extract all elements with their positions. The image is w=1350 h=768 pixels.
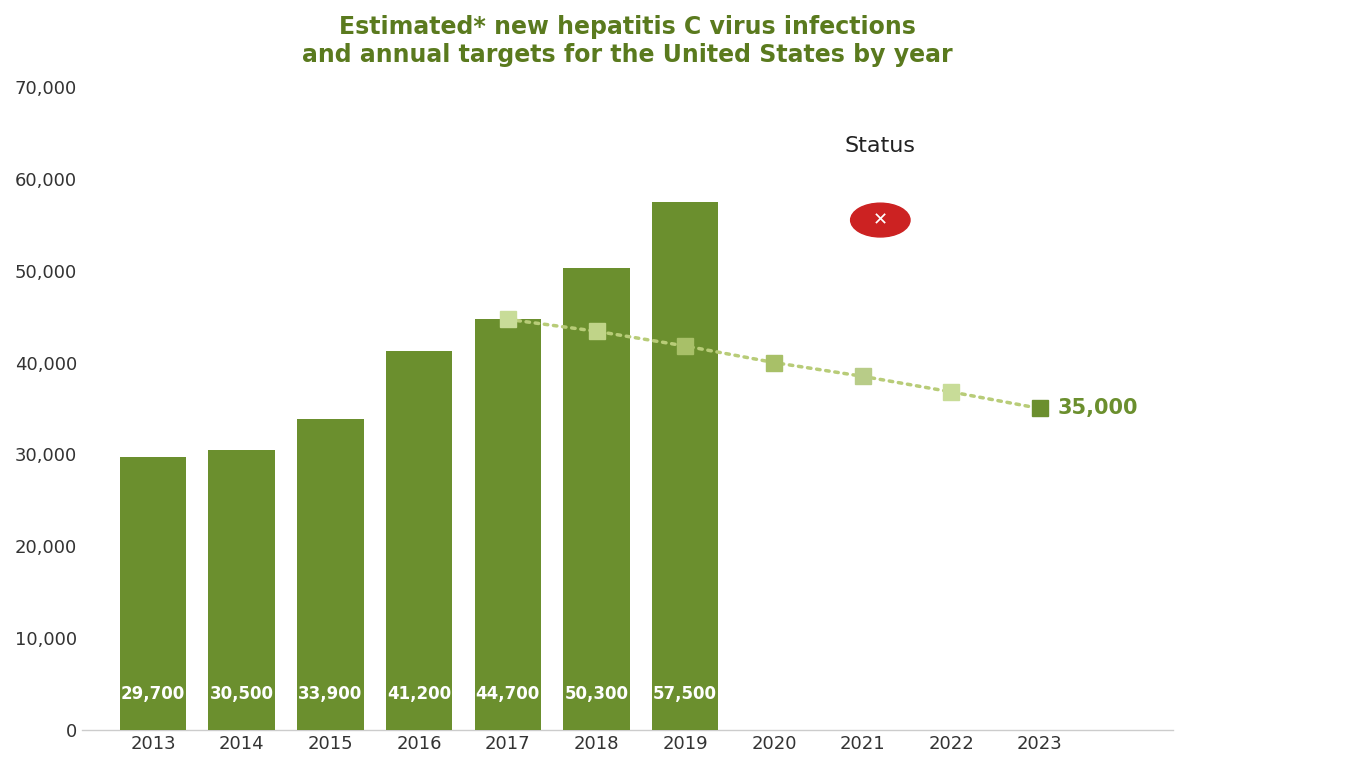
Bar xyxy=(652,202,718,730)
Bar xyxy=(563,268,629,730)
Title: Estimated* new hepatitis C virus infections
and annual targets for the United St: Estimated* new hepatitis C virus infecti… xyxy=(302,15,953,67)
Text: 35,000: 35,000 xyxy=(1057,399,1138,419)
Text: 41,200: 41,200 xyxy=(387,684,451,703)
Text: 33,900: 33,900 xyxy=(298,684,363,703)
Bar xyxy=(386,352,452,730)
Bar xyxy=(475,319,541,730)
Text: Status: Status xyxy=(845,136,915,156)
Bar xyxy=(297,419,363,730)
Text: 50,300: 50,300 xyxy=(564,684,629,703)
Text: 57,500: 57,500 xyxy=(653,684,717,703)
Text: 30,500: 30,500 xyxy=(209,684,274,703)
Bar xyxy=(208,450,275,730)
Bar xyxy=(120,457,186,730)
Text: 29,700: 29,700 xyxy=(122,684,185,703)
Text: 44,700: 44,700 xyxy=(475,684,540,703)
Text: ✕: ✕ xyxy=(872,211,888,229)
